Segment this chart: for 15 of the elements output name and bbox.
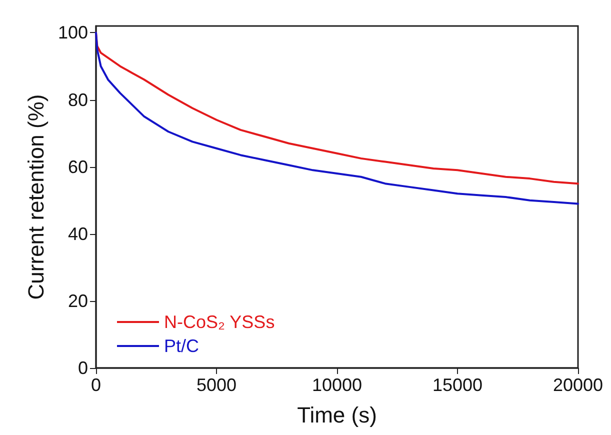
x-tick-label: 5000	[196, 375, 237, 395]
y-tick-label: 40	[68, 224, 88, 244]
y-tick-label: 80	[68, 90, 88, 110]
x-tick-label: 10000	[312, 375, 362, 395]
y-tick-label: 0	[78, 358, 88, 378]
y-tick-label: 100	[58, 22, 88, 43]
legend-label: Pt/C	[164, 336, 200, 356]
x-tick-label: 20000	[552, 375, 604, 395]
legend-label: N-CoS₂ YSSs	[164, 312, 275, 332]
y-tick-label: 60	[68, 156, 88, 177]
x-tick-label: 0	[90, 375, 102, 395]
y-tick-label: 20	[68, 290, 88, 311]
y-axis-title: Current retention (%)	[24, 94, 49, 300]
x-tick-label: 15000	[432, 375, 483, 395]
x-axis-title: Time (s)	[297, 402, 377, 428]
